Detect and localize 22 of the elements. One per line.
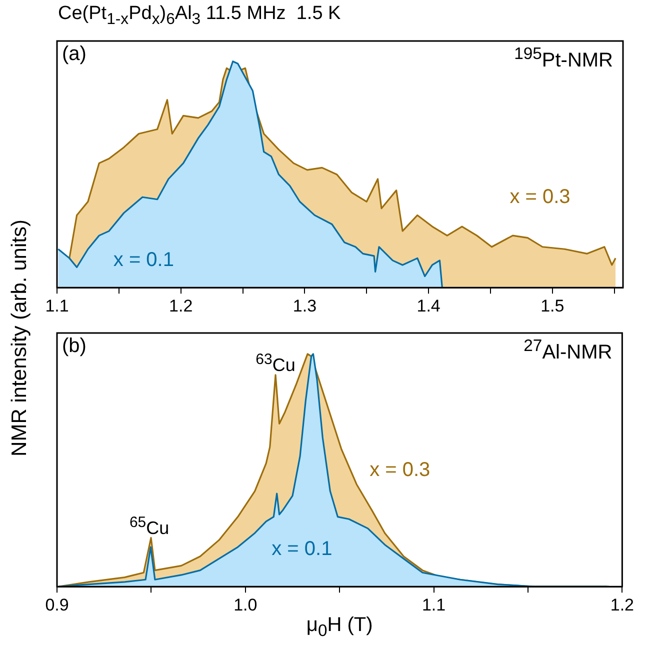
annotation: $^{65}$Cu <box>129 512 170 539</box>
series-label: x = 0.1 <box>113 249 174 272</box>
x-tick-label: 1.2 <box>169 296 193 316</box>
x-tick-label: 1.0 <box>234 595 258 614</box>
annotation: (b) <box>62 335 86 357</box>
x-tick-label: 1.2 <box>610 595 634 614</box>
series-label: x = 0.3 <box>510 186 570 208</box>
x-tick-label: 0.9 <box>45 595 69 614</box>
series-label: x = 0.1 <box>272 538 332 560</box>
x-tick-label: 1.1 <box>45 296 69 316</box>
annotation: $^{63}$Cu <box>256 350 296 376</box>
series-label: x = 0.3 <box>370 459 430 482</box>
x-tick-label: 1.1 <box>422 595 446 614</box>
x-tick-label: 1.5 <box>540 296 564 316</box>
x-tick-label: 1.4 <box>416 296 440 316</box>
x-axis-title: μ$_{0}$H (T) <box>306 614 373 641</box>
x-tick-label: 1.3 <box>292 296 317 316</box>
annotation: $^{27}$Al-NMR <box>524 335 612 364</box>
annotation: (a) <box>62 43 86 65</box>
y-axis-title: NMR intensity (arb. units) <box>8 220 32 456</box>
annotation: $^{195}$Pt-NMR <box>514 43 613 72</box>
chart-title: Ce(Pt$_{1-x}$Pd$_{x}$)$_{6}$Al$_{3}$ 11.5 MHz 1.5 K <box>58 3 341 28</box>
